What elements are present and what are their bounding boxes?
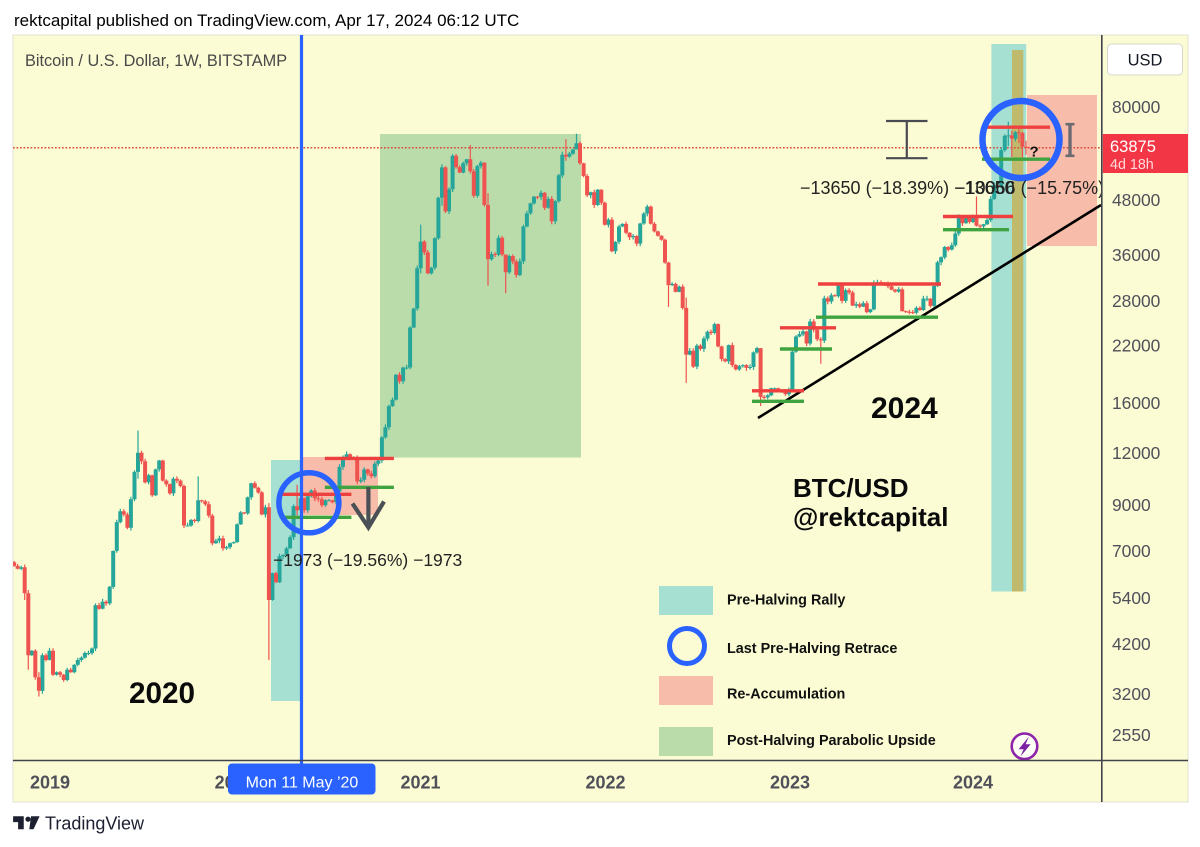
svg-text:3200: 3200	[1112, 684, 1151, 704]
svg-text:Pre-Halving Rally: Pre-Halving Rally	[727, 593, 845, 609]
svg-text:Post-Halving Parabolic Upside: Post-Halving Parabolic Upside	[727, 733, 936, 749]
svg-text:63875: 63875	[1110, 138, 1156, 156]
svg-text:2024: 2024	[953, 773, 993, 793]
svg-text:2020: 2020	[129, 677, 195, 710]
svg-text:−10066 (−15.75%): −10066 (−15.75%)	[955, 178, 1104, 198]
svg-text:BTC/USD: BTC/USD	[793, 473, 909, 503]
svg-text:4200: 4200	[1112, 634, 1151, 654]
svg-text:9000: 9000	[1112, 495, 1151, 515]
svg-text:TradingView: TradingView	[45, 814, 145, 834]
svg-text:2019: 2019	[30, 773, 70, 793]
svg-text:48000: 48000	[1112, 190, 1160, 210]
svg-text:USD: USD	[1128, 52, 1163, 70]
svg-text:5400: 5400	[1112, 588, 1151, 608]
svg-text:Last Pre-Halving Retrace: Last Pre-Halving Retrace	[727, 641, 897, 657]
svg-text:80000: 80000	[1112, 97, 1160, 117]
svg-text:Bitcoin / U.S. Dollar, 1W, BIT: Bitcoin / U.S. Dollar, 1W, BITSTAMP	[25, 52, 287, 70]
svg-text:Mon 11 May ’20: Mon 11 May ’20	[246, 775, 359, 792]
svg-text:12000: 12000	[1112, 443, 1160, 463]
svg-text:28000: 28000	[1112, 291, 1160, 311]
svg-text:2022: 2022	[585, 773, 625, 793]
svg-text:2550: 2550	[1112, 725, 1151, 745]
svg-text:7000: 7000	[1112, 541, 1151, 561]
svg-text:2024: 2024	[871, 392, 938, 425]
svg-text:−1973 (−19.56%) −1973: −1973 (−19.56%) −1973	[273, 550, 462, 570]
svg-text:2021: 2021	[400, 773, 440, 793]
svg-text:2023: 2023	[770, 773, 810, 793]
svg-text:?: ?	[1030, 144, 1039, 161]
svg-text:22000: 22000	[1112, 336, 1160, 356]
svg-text:@rektcapital: @rektcapital	[793, 502, 948, 532]
svg-text:Re-Accumulation: Re-Accumulation	[727, 686, 845, 702]
svg-text:4d 18h: 4d 18h	[1110, 157, 1154, 173]
svg-text:−13650 (−18.39%) −13650: −13650 (−18.39%) −13650	[800, 178, 1015, 198]
svg-text:16000: 16000	[1112, 393, 1160, 413]
svg-text:36000: 36000	[1112, 245, 1160, 265]
